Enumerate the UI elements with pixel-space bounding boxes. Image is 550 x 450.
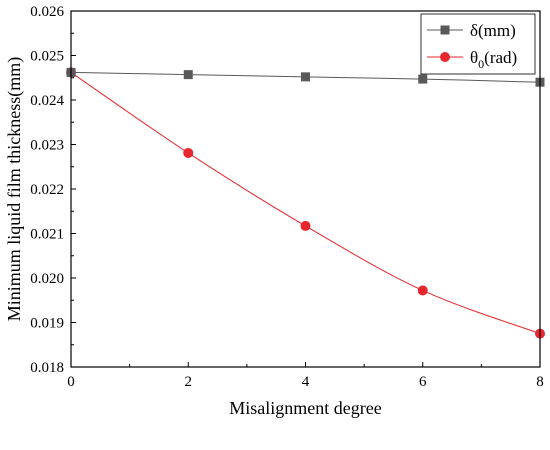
- y-axis-label: Minimum liquid film thickness(mm): [4, 57, 25, 322]
- series-theta0-point: [417, 285, 428, 296]
- x-tick-label: 4: [302, 374, 310, 390]
- y-tick-label: 0.020: [30, 271, 64, 287]
- series-theta0-point: [183, 147, 194, 158]
- y-axis-ticks: 0.018 0.019 0.020 0.021 0.022 0.023 0.024 0.025…: [30, 4, 76, 376]
- series-theta0-point: [300, 220, 311, 231]
- y-tick-label: 0.018: [30, 360, 64, 376]
- x-tick-label: 0: [67, 374, 75, 390]
- y-tick-label: 0.025: [30, 49, 64, 65]
- x-tick-label: 2: [185, 374, 193, 390]
- series-theta0-line: [70, 71, 541, 335]
- x-tick-label: 6: [419, 374, 427, 390]
- y-tick-label: 0.023: [30, 138, 64, 154]
- x-axis-label: Misalignment degree: [229, 398, 381, 418]
- series-delta-point: [418, 74, 428, 84]
- y-tick-label: 0.026: [30, 4, 64, 20]
- series-layer: [66, 67, 545, 339]
- legend-marker: [440, 25, 450, 35]
- legend-item-theta0: θ0(rad): [427, 48, 517, 71]
- y-tick-label: 0.021: [30, 227, 64, 243]
- legend-marker: [440, 52, 450, 62]
- legend-label: θ0(rad): [470, 48, 517, 71]
- legend-item-delta: δ(mm): [427, 21, 516, 40]
- y-tick-label: 0.019: [30, 316, 64, 332]
- series-theta0: [66, 67, 545, 339]
- legend-label: δ(mm): [470, 21, 516, 40]
- y-tick-label: 0.022: [30, 182, 64, 198]
- x-axis-ticks: 0 2 4 6 8: [67, 362, 544, 390]
- legend: δ(mm) θ0(rad): [420, 13, 536, 75]
- x-tick-label: 8: [536, 374, 544, 390]
- plot-frame: [70, 10, 541, 368]
- y-tick-label: 0.024: [30, 93, 64, 109]
- legend-box: [420, 13, 536, 75]
- series-delta-point: [301, 72, 310, 82]
- series-delta-point: [183, 70, 193, 80]
